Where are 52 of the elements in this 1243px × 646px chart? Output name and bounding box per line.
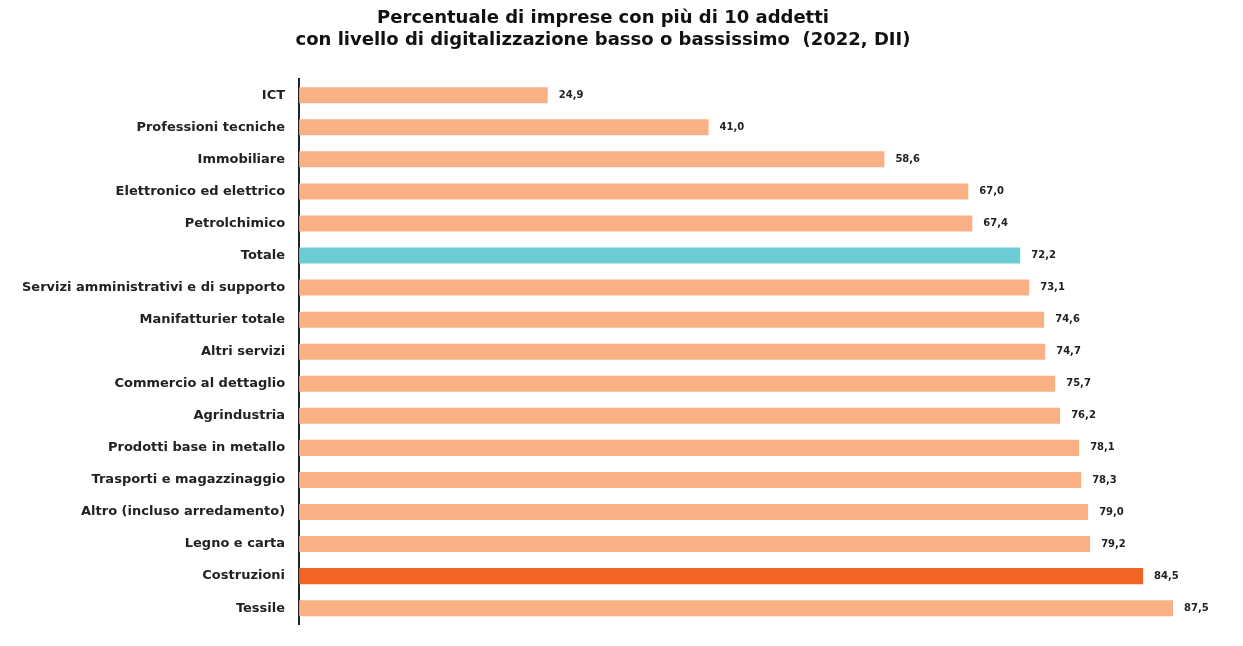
- data-label: 79,0: [1099, 505, 1124, 517]
- y-tick-label: Trasporti e magazzinaggio: [91, 471, 286, 487]
- y-tick-label: Elettronico ed elettrico: [115, 182, 286, 198]
- y-tick-label: ICT: [261, 86, 286, 102]
- data-label: 73,1: [1040, 281, 1065, 293]
- data-label: 24,9: [558, 88, 584, 100]
- bar: [299, 247, 1021, 264]
- y-tick-label: Petrolchimico: [184, 214, 286, 230]
- y-tick-label: Agrindustria: [193, 407, 286, 423]
- bar: [299, 503, 1089, 521]
- data-label: 76,2: [1071, 409, 1096, 421]
- data-label: 41,0: [719, 120, 745, 132]
- y-tick-label: Manifatturier totale: [139, 311, 286, 327]
- data-label: 84,5: [1154, 569, 1179, 581]
- bar: [299, 183, 969, 200]
- y-tick-label: Altro (incluso arredamento): [81, 503, 286, 519]
- data-label: 79,2: [1101, 537, 1126, 549]
- data-label: 72,2: [1031, 249, 1056, 261]
- y-tick-label: Totale: [240, 246, 286, 262]
- data-label: 67,4: [983, 217, 1008, 229]
- data-label: 74,7: [1056, 345, 1081, 357]
- bar: [299, 375, 1056, 392]
- chart-title: Percentuale di imprese con più di 10 addetti con livello di digitalizzazione basso o bassissimo (2022, DII): [295, 6, 911, 50]
- bar: [299, 119, 709, 136]
- bar: [299, 439, 1080, 456]
- bar: [299, 87, 548, 104]
- bar: [299, 215, 973, 232]
- bar: [299, 151, 885, 168]
- y-tick-label: Altri servizi: [201, 343, 286, 359]
- bar: [299, 471, 1082, 488]
- y-tick-label: Immobiliare: [197, 150, 286, 166]
- bar: [299, 407, 1061, 424]
- data-label: 58,6: [895, 152, 921, 164]
- bar: [299, 536, 1091, 553]
- data-label: 78,1: [1090, 441, 1115, 453]
- y-tick-label: Costruzioni: [202, 567, 286, 583]
- data-label: 78,3: [1092, 473, 1117, 485]
- bar: [299, 343, 1046, 360]
- y-tick-label: Tessile: [235, 599, 286, 615]
- bar: [299, 279, 1030, 296]
- data-label: 67,0: [979, 185, 1004, 196]
- y-tick-label: Servizi amministrativi e di supporto: [21, 278, 286, 294]
- y-tick-label: Professioni tecniche: [136, 118, 286, 134]
- bar: [299, 568, 1144, 585]
- data-label: 87,5: [1184, 601, 1209, 613]
- y-tick-label: Commercio al dettaglio: [114, 375, 286, 391]
- bar: [299, 311, 1045, 328]
- y-tick-label: Prodotti base in metallo: [107, 439, 286, 455]
- data-label: 74,6: [1055, 313, 1080, 325]
- data-label: 75,7: [1066, 377, 1091, 389]
- y-tick-label: Legno e carta: [184, 535, 286, 551]
- bar: [299, 600, 1174, 617]
